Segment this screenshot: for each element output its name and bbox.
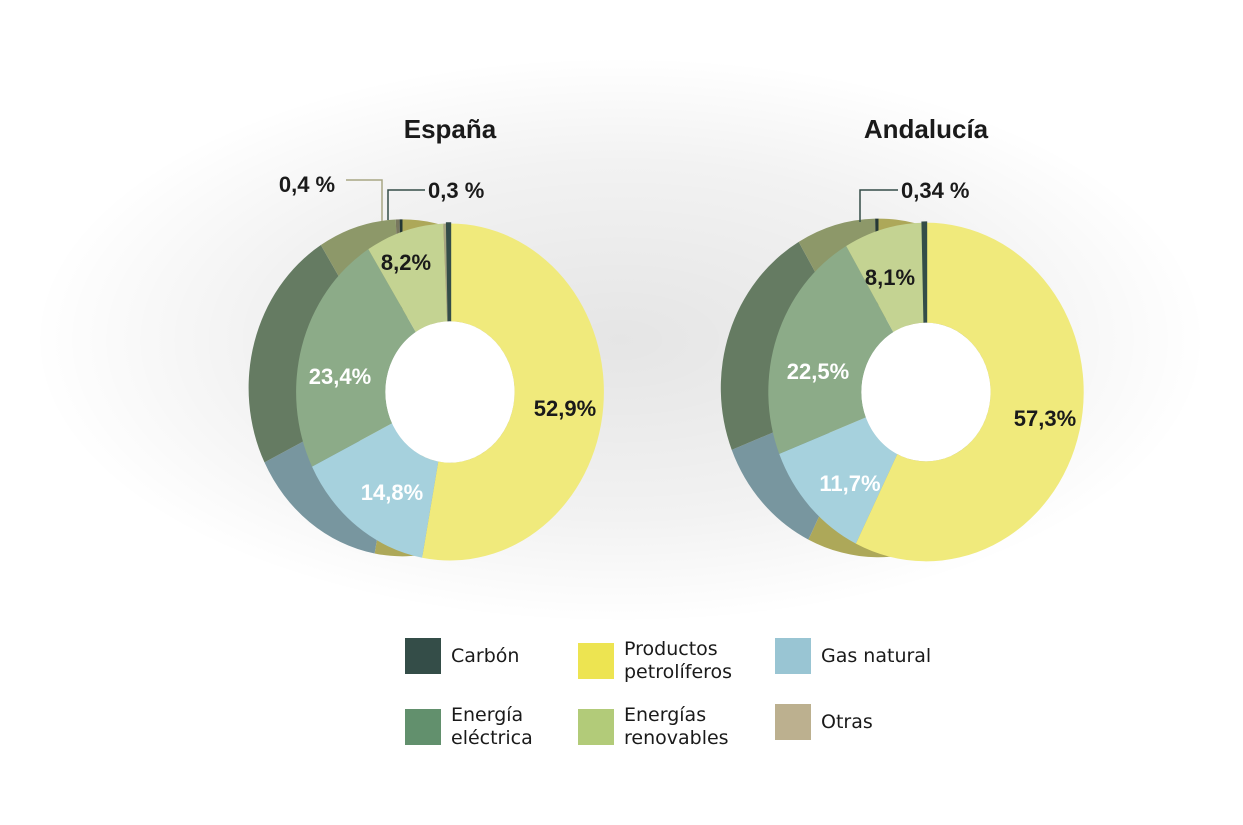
slice-label-gas-natural: 14,8%	[361, 480, 423, 505]
slice-energias-renovables	[368, 223, 448, 333]
chart-title: Andalucía	[864, 114, 989, 144]
callout-label-carbon: 0,3 %	[428, 178, 484, 203]
legend-swatch-icon	[578, 709, 614, 745]
donut-hole	[385, 321, 515, 463]
legend-label: Energía eléctrica	[451, 704, 533, 749]
donut-charts: España 52,9% 14,8% 23,4% 8,2% 0,4 % 0,3 % Andal…	[248, 114, 1084, 562]
legend-label: Productos petrolíferos	[624, 638, 733, 683]
legend-label: Gas natural	[821, 644, 932, 667]
callout-line-carbon	[859, 189, 898, 222]
legend-item-gas-natural: Gas natural	[775, 638, 931, 674]
slice-label-productos-petroliferos: 57,3%	[1014, 406, 1076, 431]
callout-line-otras	[346, 179, 383, 221]
legend-label: Otras	[821, 710, 873, 733]
slice-gas-natural	[779, 417, 898, 544]
legend-swatch-icon	[405, 638, 441, 674]
legend: Carbón Productos petrolíferos Gas natural E…	[405, 632, 965, 752]
donut-hole	[861, 322, 991, 462]
slice-energias-renovables	[846, 222, 925, 333]
legend-swatch-icon	[578, 643, 614, 679]
callout-label-carbon: 0,34 %	[901, 178, 970, 203]
chart-espana: España 52,9% 14,8% 23,4% 8,2% 0,4 % 0,3 %	[248, 114, 604, 561]
slice-productos-petroliferos	[855, 222, 1084, 562]
callout-line-carbon	[387, 189, 425, 220]
legend-swatch-icon	[775, 704, 811, 740]
slice-label-energia-electrica: 23,4%	[309, 364, 371, 389]
legend-swatch-icon	[405, 709, 441, 745]
slice-carbon	[921, 221, 928, 324]
legend-item-productos-petroliferos: Productos petrolíferos	[578, 638, 732, 684]
slice-gas-natural	[312, 423, 439, 558]
slice-label-gas-natural: 11,7%	[819, 471, 880, 496]
slice-carbon	[445, 222, 452, 323]
slice-label-energias-renovables: 8,2%	[381, 250, 431, 275]
slice-label-energias-renovables: 8,1%	[865, 265, 915, 290]
legend-item-energias-renovables: Energías renovables	[578, 704, 729, 750]
legend-label: Carbón	[451, 644, 520, 667]
legend-item-energia-electrica: Energía eléctrica	[405, 704, 533, 750]
legend-item-otras: Otras	[775, 704, 873, 740]
slice-label-productos-petroliferos: 52,9%	[534, 396, 596, 421]
slice-label-energia-electrica: 22,5%	[787, 359, 849, 384]
legend-swatch-icon	[775, 638, 811, 674]
chart-andalucia: Andalucía 57,3% 11,7% 22,5% 8,1% 0,34 %	[720, 114, 1084, 562]
slice-energia-electrica	[768, 245, 894, 454]
legend-label: Energías renovables	[624, 704, 729, 749]
callout-label-otras: 0,4 %	[279, 172, 335, 197]
slice-productos-petroliferos	[422, 223, 604, 561]
slice-energia-electrica	[296, 249, 416, 467]
legend-item-carbon: Carbón	[405, 638, 519, 674]
chart-title: España	[404, 114, 497, 144]
